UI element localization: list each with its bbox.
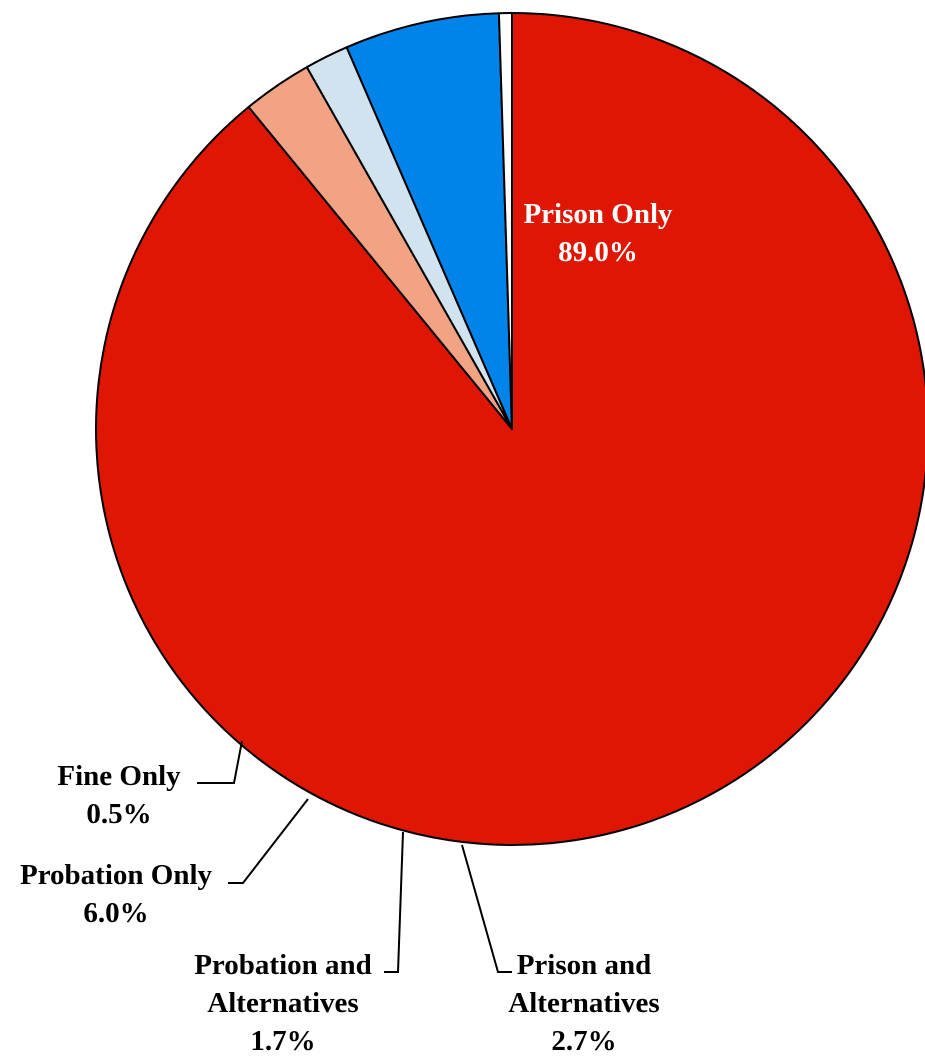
label-probation-alternatives: Probation and — [194, 949, 372, 981]
pie-slice-probation-only — [345, 12, 513, 430]
value-prison-alternatives: 2.7% — [551, 1025, 616, 1057]
label-prison-alternatives-line2: Alternatives — [508, 987, 659, 1019]
value-probation-alternatives: 1.7% — [250, 1025, 315, 1057]
label-prison-only: Prison Only — [523, 198, 673, 230]
label-fine-only: Fine Only — [57, 760, 181, 792]
leader-line-probation-only — [228, 798, 309, 884]
label-probation-only: Probation Only — [20, 859, 213, 891]
pie-slice-fine-only — [497, 12, 513, 430]
leader-line-prison-alternatives — [461, 844, 512, 973]
pie-slices — [95, 12, 925, 846]
pie-slice-prison-only — [95, 12, 925, 846]
value-fine-only: 0.5% — [86, 798, 151, 830]
leader-line-probation-alternatives — [384, 831, 404, 973]
value-prison-only: 89.0% — [558, 236, 638, 268]
label-prison-alternatives: Prison and — [517, 949, 652, 981]
leader-line-fine-only — [197, 740, 243, 784]
value-probation-only: 6.0% — [83, 897, 148, 929]
label-probation-alternatives-line2: Alternatives — [207, 987, 358, 1019]
